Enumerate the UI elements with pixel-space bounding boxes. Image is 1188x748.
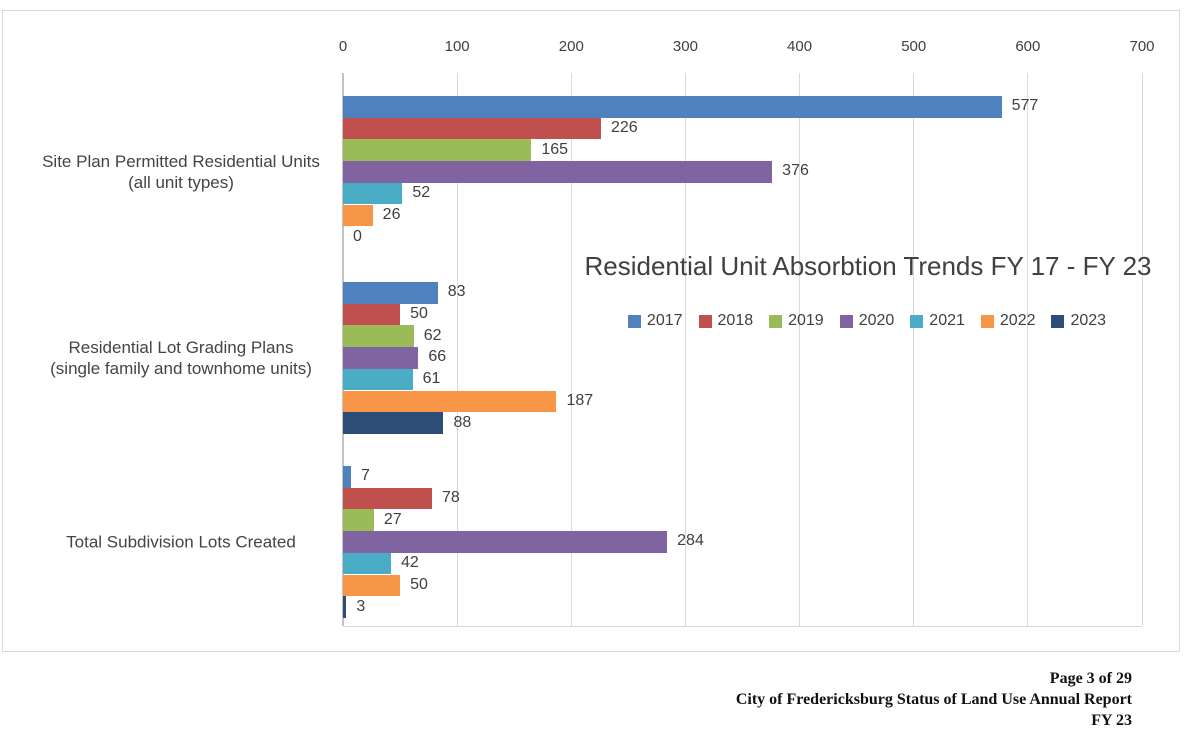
x-gridline	[799, 73, 801, 626]
bar-2023	[343, 596, 347, 618]
bar-2017	[343, 466, 351, 488]
bar-2019	[343, 325, 414, 348]
legend-swatch-icon	[698, 314, 712, 328]
bar-value-label: 0	[353, 227, 362, 245]
bar-value-label: 577	[1011, 97, 1039, 115]
bar-value-label: 52	[412, 184, 431, 202]
page-footer: Page 3 of 29 City of Fredericksburg Stat…	[736, 668, 1132, 731]
bar-value-label: 50	[410, 305, 428, 323]
x-gridline	[913, 73, 915, 626]
legend-item-2021: 2021	[910, 312, 965, 330]
legend-swatch-icon	[769, 314, 783, 328]
bar-2018	[343, 303, 401, 326]
bar-value-label: 26	[382, 205, 401, 223]
bar-2022	[343, 390, 557, 413]
x-axis-tick-label: 100	[444, 38, 470, 55]
x-axis-tick-label: 600	[1015, 38, 1041, 55]
bar-2021	[343, 182, 403, 205]
chart-title: Residential Unit Absorbtion Trends FY 17…	[584, 251, 1152, 281]
bar-value-label: 165	[541, 140, 569, 158]
bar-2023	[343, 412, 444, 434]
bar-2019	[343, 139, 532, 162]
bar-value-label: 88	[453, 413, 472, 431]
bar-2020	[343, 161, 773, 183]
x-gridline	[456, 73, 458, 626]
legend-swatch-icon	[1051, 314, 1065, 328]
legend-item-2023: 2023	[1051, 312, 1106, 330]
x-axis-tick-label: 700	[1129, 38, 1155, 55]
legend-swatch-icon	[839, 314, 853, 328]
bar-2020	[343, 531, 668, 553]
legend-label: 2017	[646, 312, 683, 329]
bar-value-label: 284	[677, 532, 704, 550]
legend-swatch-icon	[910, 314, 924, 328]
bar-2018	[343, 117, 601, 140]
legend-item-2019: 2019	[769, 312, 824, 330]
bar-value-label: 61	[422, 370, 441, 388]
category-axis-label: Site Plan Permitted Residential Units (a…	[42, 151, 320, 192]
legend-label: 2023	[1070, 312, 1107, 329]
bar-2017	[343, 282, 438, 304]
legend-label: 2022	[999, 312, 1036, 329]
legend-swatch-icon	[980, 314, 994, 328]
footer-fiscal-year: FY 23	[1091, 712, 1132, 729]
x-gridline	[570, 73, 572, 626]
legend-item-2018: 2018	[698, 312, 754, 330]
footer-report-title: City of Fredericksburg Status of Land Us…	[735, 691, 1132, 708]
bar-2017	[343, 96, 1002, 118]
bar-value-label: 376	[782, 162, 809, 180]
bar-2018	[343, 487, 433, 510]
bar-value-label: 50	[410, 575, 428, 593]
footer-page-number: Page 3 of 29	[1049, 670, 1132, 687]
bar-value-label: 42	[400, 554, 419, 572]
legend-label: 2019	[788, 312, 824, 329]
bar-value-label: 3	[356, 597, 366, 615]
x-axis-tick-label: 200	[558, 38, 584, 55]
bar-value-label: 83	[447, 283, 466, 301]
x-gridline	[684, 73, 686, 626]
bar-value-label: 62	[423, 326, 442, 344]
bar-2021	[343, 552, 391, 575]
x-axis-tick-label: 500	[901, 38, 927, 55]
bar-2021	[343, 368, 413, 391]
bar-value-label: 187	[566, 391, 594, 409]
x-axis-tick-label: 400	[787, 38, 813, 55]
x-gridline	[1027, 73, 1029, 626]
legend-item-2022: 2022	[980, 312, 1036, 330]
bar-2020	[343, 347, 419, 369]
bar-2019	[343, 509, 374, 532]
bar-value-label: 7	[360, 467, 370, 485]
bar-value-label: 226	[610, 119, 638, 137]
chart-legend: 2017 2018 2019 2020 2021 2022 2023	[559, 312, 1175, 330]
bar-2022	[343, 574, 401, 597]
legend-swatch-icon	[627, 314, 641, 328]
category-axis-label: Residential Lot Grading Plans (single fa…	[50, 337, 312, 378]
chart-frame: 0 100 200 300 400 500 600 700 577 226 165 376 52 26 0 S…	[2, 10, 1180, 652]
plot-bottom-line	[343, 626, 1142, 627]
x-gridline	[1141, 73, 1143, 626]
legend-label: 2018	[717, 312, 754, 329]
legend-item-2020: 2020	[839, 312, 895, 330]
bar-value-label: 27	[383, 510, 402, 528]
category-axis-label: Total Subdivision Lots Created	[66, 532, 296, 552]
legend-item-2017: 2017	[627, 312, 683, 330]
bar-2022	[343, 204, 373, 227]
legend-label: 2020	[858, 312, 895, 329]
x-axis-tick-label: 0	[338, 38, 348, 55]
bar-value-label: 78	[442, 489, 460, 507]
bar-value-label: 66	[428, 348, 447, 366]
x-axis-tick-label: 300	[672, 38, 698, 55]
legend-label: 2021	[929, 312, 965, 329]
